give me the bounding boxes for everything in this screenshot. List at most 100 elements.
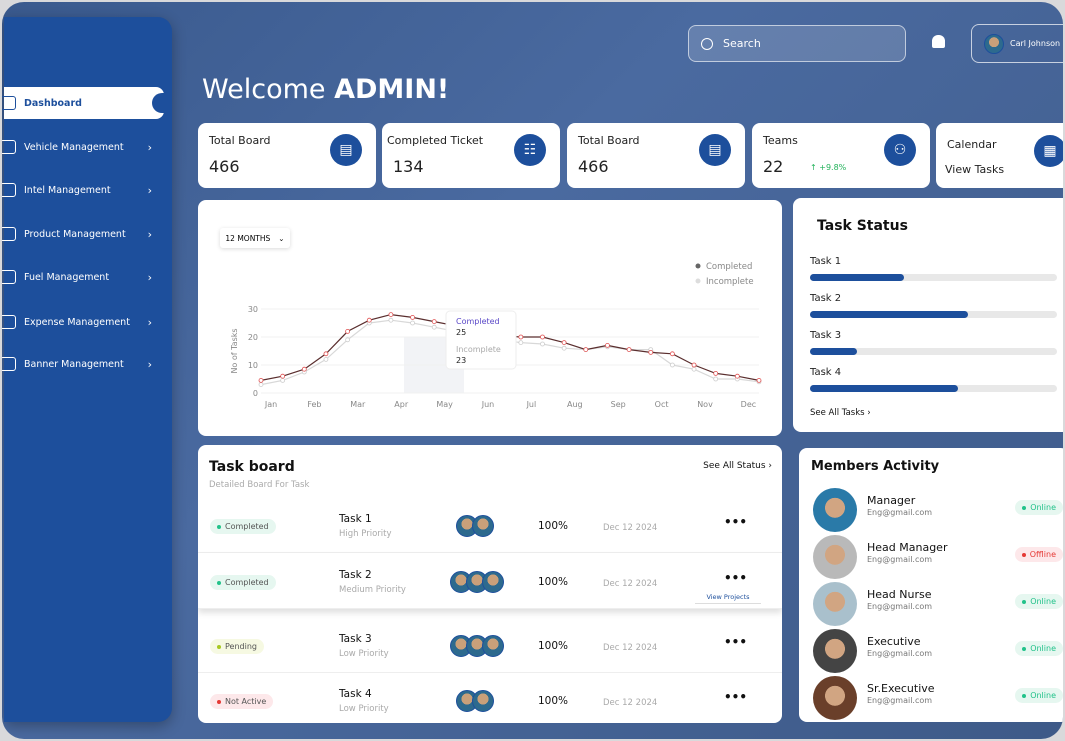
checklist-icon: ☷ (514, 134, 546, 166)
task-status-label: Task 1 (810, 256, 842, 267)
members-title: Members Activity (811, 459, 940, 474)
sidebar-item-vehicle-management[interactable]: Vehicle Management › (2, 131, 164, 163)
assignee-avatars (450, 571, 504, 593)
table-row[interactable]: Pending Task 3 Low Priority 100% Dec 12 … (198, 617, 782, 673)
sidebar-item-fuel-management[interactable]: Fuel Management › (2, 261, 164, 293)
data-point-completed (713, 370, 719, 376)
table-row[interactable]: Not Active Task 4 Low Priority 100% Dec … (198, 672, 782, 723)
stat-card-completed-ticket[interactable]: Completed Ticket 134 ☷ (382, 123, 560, 188)
task-priority: Low Priority (339, 649, 389, 659)
data-point-incomplete (669, 362, 675, 368)
see-all-tasks-link[interactable]: See All Tasks › (810, 408, 871, 418)
sidebar-item-product-management[interactable]: Product Management › (2, 218, 164, 250)
search-icon (701, 37, 713, 50)
search-input[interactable]: Search (688, 25, 906, 62)
list-item[interactable]: Manager Eng@gmail.com Online (813, 488, 1063, 534)
task-date: Dec 12 2024 (603, 523, 658, 533)
task-name: Task 3 (339, 633, 372, 645)
status-text: Online (1030, 503, 1056, 512)
active-notch (152, 93, 166, 113)
status-text: Online (1030, 691, 1056, 700)
avatar (813, 535, 857, 579)
period-select-value: 12 MONTHS (225, 233, 271, 243)
status-badge: Online (1015, 500, 1063, 515)
list-item[interactable]: Executive Eng@gmail.com Online (813, 629, 1063, 675)
stat-label: Calendar (947, 138, 997, 151)
view-tasks-link[interactable]: View Tasks (945, 163, 1005, 176)
more-options-icon[interactable]: ••• (724, 571, 748, 585)
task-status-label: Task 4 (810, 367, 842, 378)
task-priority: Low Priority (339, 704, 389, 714)
x-tick-label: Aug (567, 400, 583, 409)
list-item[interactable]: Head Manager Eng@gmail.com Offline (813, 535, 1063, 581)
stat-card-total-board[interactable]: Total Board 466 ▤ (198, 123, 376, 188)
avatar (813, 629, 857, 673)
status-badge: Offline (1014, 547, 1063, 562)
view-projects-link[interactable]: View Projects (695, 593, 761, 604)
data-point-completed (561, 340, 567, 346)
sidebar-item-expense-management[interactable]: Expense Management › (2, 306, 164, 338)
sidebar-item-dashboard[interactable]: Dashboard (2, 87, 166, 119)
see-all-status-link[interactable]: See All Status › (703, 461, 772, 471)
user-gear-icon (2, 357, 16, 371)
data-point-incomplete (280, 377, 286, 383)
table-row[interactable]: Completed Task 1 High Priority 100% Dec … (198, 497, 782, 553)
data-point-completed (366, 317, 372, 323)
sidebar-item-intel-management[interactable]: Intel Management › (2, 174, 164, 206)
status-text: Online (1030, 644, 1056, 653)
team-icon: ⚇ (884, 134, 916, 166)
task-name: Task 2 (339, 569, 372, 581)
tasks-chart-card: 12 MONTHS ⌄ 0 10 20 30 No of Tasks Jan Feb Mar Ap… (198, 200, 782, 436)
x-tick-label: Mar (350, 400, 366, 409)
y-tick-label: 0 (253, 389, 258, 398)
stat-card-calendar[interactable]: Calendar View Tasks ▦ (936, 123, 1063, 188)
sidebar-item-label: Intel Management (24, 184, 111, 196)
x-tick-label: Nov (697, 400, 713, 409)
bell-icon[interactable] (932, 35, 945, 48)
legend-marker (695, 263, 701, 269)
data-point-completed (734, 373, 740, 379)
more-options-icon[interactable]: ••• (724, 515, 748, 529)
stat-card-teams[interactable]: Teams 22 ↑ +9.8% ⚇ (752, 123, 930, 188)
calendar-grid-icon (2, 270, 16, 284)
sidebar-item-label: Fuel Management (24, 271, 110, 283)
stat-card-total-board-2[interactable]: Total Board 466 ▤ (567, 123, 745, 188)
task-progress-bar (810, 311, 1057, 318)
sidebar-item-label: Banner Management (24, 358, 124, 370)
user-name: Carl Johnson (1010, 39, 1061, 48)
data-point-incomplete (323, 356, 329, 362)
status-badge: Completed (210, 575, 276, 590)
trend-badge: ↑ +9.8% (810, 163, 847, 172)
task-name: Task 4 (339, 688, 372, 700)
task-name: Task 1 (339, 513, 372, 525)
y-axis-label: No of Tasks (230, 328, 239, 373)
see-all-status-label: See All Status (703, 461, 766, 471)
data-point-completed (258, 377, 264, 383)
task-progress-bar (810, 348, 1057, 355)
more-options-icon[interactable]: ••• (724, 635, 748, 649)
task-board-title: Task board (209, 459, 295, 475)
table-row[interactable]: Completed Task 2 Medium Priority 100% De… (198, 553, 782, 609)
sidebar-item-label: Expense Management (24, 316, 130, 328)
x-tick-label: Jul (526, 400, 537, 409)
sidebar: Dashboard Vehicle Management › Intel Mana… (2, 17, 172, 722)
task-status-title: Task Status (817, 218, 908, 234)
calendar-icon: ▦ (1034, 135, 1063, 167)
chevron-right-icon: › (147, 357, 152, 371)
data-point-completed (669, 351, 675, 357)
data-point-completed (540, 334, 545, 340)
more-options-icon[interactable]: ••• (724, 690, 748, 704)
tooltip (445, 310, 517, 370)
list-item[interactable]: Head Nurse Eng@gmail.com Online (813, 582, 1063, 628)
period-select[interactable]: 12 MONTHS ⌄ (220, 228, 290, 248)
search-placeholder: Search (723, 37, 761, 50)
user-menu[interactable]: Carl Johnson (971, 24, 1063, 63)
x-tick-label: Oct (655, 400, 669, 409)
task-date: Dec 12 2024 (603, 643, 658, 653)
list-item[interactable]: Sr.Executive Eng@gmail.com Online (813, 676, 1063, 722)
sidebar-item-banner-management[interactable]: Banner Management › (2, 348, 164, 380)
task-status-label: Task 2 (810, 293, 842, 304)
task-status-label: Task 3 (810, 330, 842, 341)
stat-value: 466 (578, 157, 609, 176)
